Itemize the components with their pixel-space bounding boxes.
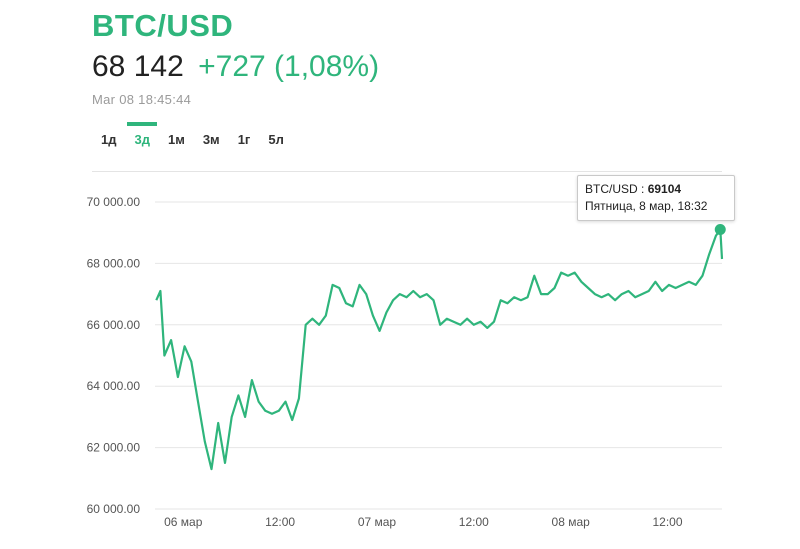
price-change: +727 (1,08%) [198, 50, 380, 83]
range-tabs: 1д 3д 1м 3м 1г 5л [92, 122, 293, 156]
tab-3m[interactable]: 3м [202, 132, 220, 147]
highlight-point [714, 224, 726, 236]
y-tick-label: 62 000.00 [87, 441, 141, 455]
price-line: 68 142 +727 (1,08%) [92, 48, 379, 86]
y-tick-label: 66 000.00 [87, 318, 141, 332]
x-tick-label: 12:00 [265, 515, 295, 529]
current-price: 68 142 [92, 50, 184, 83]
tab-3d[interactable]: 3д [125, 122, 158, 156]
chart-tooltip: BTC/USD : 69104 Пятница, 8 мар, 18:32 [577, 175, 735, 221]
x-tick-label: 12:00 [459, 515, 489, 529]
y-tick-label: 64 000.00 [87, 379, 141, 393]
tooltip-series-line: BTC/USD : 69104 [585, 181, 727, 198]
series-line [155, 228, 724, 471]
tab-1d[interactable]: 1д [101, 132, 117, 147]
y-tick-label: 68 000.00 [87, 256, 141, 270]
header: BTC/USD 68 142 +727 (1,08%) Mar 08 18:45… [92, 8, 379, 107]
x-tick-label: 07 мар [358, 515, 397, 529]
x-tick-label: 06 мар [164, 515, 203, 529]
y-tick-label: 70 000.00 [87, 195, 141, 209]
tooltip-separator: : [637, 182, 648, 196]
tabs-divider [92, 171, 722, 172]
tooltip-date: Пятница, 8 мар, 18:32 [585, 199, 708, 213]
instrument-title: BTC/USD [92, 8, 234, 43]
tab-5y[interactable]: 5л [268, 132, 284, 147]
tab-1y[interactable]: 1г [237, 132, 251, 147]
x-tick-label: 08 мар [552, 515, 591, 529]
tooltip-series: BTC/USD [585, 182, 638, 196]
tooltip-value: 69104 [647, 182, 682, 196]
y-tick-label: 60 000.00 [87, 502, 141, 516]
tab-1m[interactable]: 1м [167, 132, 185, 147]
x-tick-label: 12:00 [653, 515, 683, 529]
quote-timestamp: Mar 08 18:45:44 [92, 92, 192, 107]
